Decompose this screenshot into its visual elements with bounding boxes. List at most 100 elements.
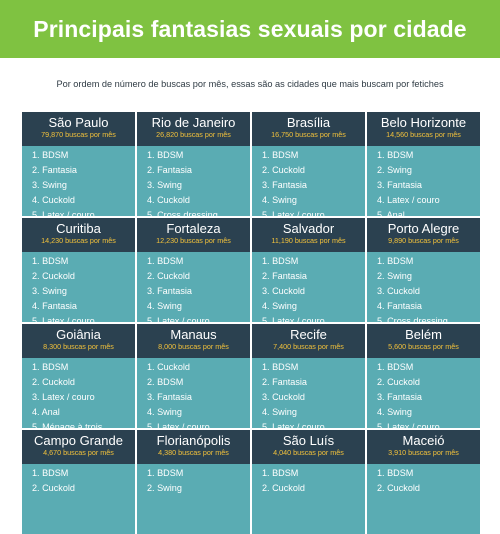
- city-name: Goiânia: [56, 327, 101, 342]
- city-card: São Luís 4,040 buscas por mês 1. BDSM 2. Cu…: [252, 430, 365, 534]
- city-name: Campo Grande: [34, 433, 123, 448]
- list-item: 4. Fantasia: [377, 300, 422, 311]
- city-card: Salvador 11,190 buscas por mês 1. BDSM 2. F…: [252, 218, 365, 326]
- search-count: 7,400 buscas por mês: [273, 342, 344, 351]
- fetish-list: 1. BDSM 2. Cuckold 3. Fantasia 4. Swing 5. L…: [377, 360, 480, 435]
- fetish-list-panel: 1. BDSM 2. Fantasia 3. Swing 4. Cuckold 5. L…: [22, 146, 135, 220]
- city-card: Campo Grande 4,670 buscas por mês 1. BDSM 2…: [22, 430, 135, 534]
- list-item: 5. Latex / couro: [32, 209, 95, 220]
- city-name: Brasília: [286, 115, 331, 130]
- fetish-list: 1. BDSM 2. Cuckold 3. Fantasia 4. Swing 5. L…: [262, 148, 365, 223]
- list-item: 3. Fantasia: [377, 179, 422, 190]
- list-item: 4. Swing: [147, 406, 182, 417]
- fetish-list: 1. Cuckold 2. BDSM 3. Fantasia 4. Swing 5. L…: [147, 360, 250, 435]
- list-item: 4. Swing: [147, 300, 182, 311]
- fetish-list: 1. BDSM 2. Cuckold 3. Latex / couro 4. Anal…: [32, 360, 135, 435]
- list-item: 3. Fantasia: [377, 391, 422, 402]
- search-count: 8,300 buscas por mês: [43, 342, 114, 351]
- fetish-list-panel: 1. BDSM 2. Swing 3. Fantasia 4. Latex / cou…: [367, 146, 480, 220]
- fetish-list: 1. BDSM 2. Fantasia 3. Cuckold 4. Swing 5. L…: [262, 254, 365, 329]
- fetish-list-panel: 1. BDSM 2. Swing 3. Cuckold 4. Fantasia 5. C…: [367, 252, 480, 326]
- search-count: 14,230 buscas por mês: [41, 236, 116, 245]
- fetish-list-panel: 1. BDSM 2. Cuckold 3. Fantasia 4. Swing 5. L…: [137, 252, 250, 326]
- list-item: 5. Anal: [377, 209, 405, 220]
- city-name: Belo Horizonte: [380, 115, 467, 130]
- list-item: 1. BDSM: [262, 468, 299, 478]
- fetish-list: 1. BDSM 2. Cuckold 3. Swing 4. Fantasia 5. L…: [32, 254, 135, 329]
- city-card: Goiânia 8,300 buscas por mês 1. BDSM 2. Cuc…: [22, 324, 135, 432]
- city-name: Curitiba: [56, 221, 101, 236]
- city-card-header: Porto Alegre 9,890 buscas por mês: [367, 218, 480, 252]
- fetish-list-panel: 1. BDSM 2. Swing: [137, 464, 250, 534]
- list-item: 3. Cuckold: [377, 285, 420, 296]
- list-item: 2. Fantasia: [147, 164, 192, 175]
- fetish-list: 1. BDSM 2. Cuckold: [32, 466, 135, 496]
- city-card-header: Recife 7,400 buscas por mês: [252, 324, 365, 358]
- city-card: Recife 7,400 buscas por mês 1. BDSM 2. Fant…: [252, 324, 365, 432]
- fetish-list: 1. BDSM 2. Swing 3. Cuckold 4. Fantasia 5. C…: [377, 254, 480, 329]
- search-count: 79,870 buscas por mês: [41, 130, 116, 139]
- list-item: 4. Anal: [32, 406, 60, 417]
- list-item: 2. BDSM: [147, 376, 184, 387]
- list-item: 2. Cuckold: [32, 482, 75, 493]
- list-item: 3. Latex / couro: [32, 391, 95, 402]
- city-card-header: Goiânia 8,300 buscas por mês: [22, 324, 135, 358]
- page-title: Principais fantasias sexuais por cidade: [33, 15, 467, 42]
- city-card-header: Florianópolis 4,380 buscas por mês: [137, 430, 250, 464]
- list-item: 2. Cuckold: [32, 270, 75, 281]
- fetish-list: 1. BDSM 2. Fantasia 3. Swing 4. Cuckold 5. L…: [32, 148, 135, 223]
- fetish-list: 1. BDSM 2. Swing: [147, 466, 250, 496]
- fetish-list-panel: 1. BDSM 2. Cuckold 3. Fantasia 4. Swing 5. L…: [252, 146, 365, 220]
- fetish-list: 1. BDSM 2. Cuckold: [377, 466, 480, 496]
- city-name: Rio de Janeiro: [151, 115, 236, 130]
- list-item: 4. Latex / couro: [377, 194, 440, 205]
- list-item: 1. BDSM: [377, 256, 414, 266]
- fetish-list-panel: 1. BDSM 2. Fantasia 3. Swing 4. Cuckold 5. C…: [137, 146, 250, 220]
- list-item: 1. Cuckold: [147, 362, 190, 372]
- fetish-list-panel: 1. BDSM 2. Fantasia 3. Cuckold 4. Swing 5. L…: [252, 358, 365, 432]
- list-item: 5. Latex / couro: [262, 421, 325, 432]
- list-item: 1. BDSM: [262, 256, 299, 266]
- city-name: Maceió: [402, 433, 445, 448]
- list-item: 1. BDSM: [377, 468, 414, 478]
- list-item: 2. Fantasia: [262, 270, 307, 281]
- list-item: 1. BDSM: [377, 362, 414, 372]
- list-item: 2. Cuckold: [262, 482, 305, 493]
- list-item: 3. Swing: [147, 179, 182, 190]
- city-name: São Luís: [282, 433, 335, 448]
- city-card-header: Brasília 16,750 buscas por mês: [252, 112, 365, 146]
- city-card-header: Manaus 8,000 buscas por mês: [137, 324, 250, 358]
- city-card: Belém 5,600 buscas por mês 1. BDSM 2. Cucko…: [367, 324, 480, 432]
- list-item: 1. BDSM: [32, 256, 69, 266]
- search-count: 4,670 buscas por mês: [43, 448, 114, 457]
- list-item: 2. Swing: [377, 164, 412, 175]
- list-item: 5. Ménage à trois: [32, 421, 103, 432]
- list-item: 3. Swing: [32, 179, 67, 190]
- list-item: 2. Fantasia: [262, 376, 307, 387]
- city-grid: São Paulo 79,870 buscas por mês 1. BDSM 2. …: [22, 112, 480, 534]
- list-item: 1. BDSM: [147, 468, 184, 478]
- city-card: Porto Alegre 9,890 buscas por mês 1. BDSM 2…: [367, 218, 480, 326]
- list-item: 1. BDSM: [32, 468, 69, 478]
- list-item: 4. Swing: [262, 406, 297, 417]
- city-card-header: Maceió 3,910 buscas por mês: [367, 430, 480, 464]
- city-card: Fortaleza 12,230 buscas por mês 1. BDSM 2. …: [137, 218, 250, 326]
- city-card-header: Belém 5,600 buscas por mês: [367, 324, 480, 358]
- city-card: Manaus 8,000 buscas por mês 1. Cuckold 2. B…: [137, 324, 250, 432]
- city-card-header: São Paulo 79,870 buscas por mês: [22, 112, 135, 146]
- list-item: 1. BDSM: [262, 150, 299, 160]
- list-item: 5. Cross dressing: [147, 209, 218, 220]
- list-item: 5. Latex / couro: [147, 421, 210, 432]
- city-card-header: Fortaleza 12,230 buscas por mês: [137, 218, 250, 252]
- search-count: 12,230 buscas por mês: [156, 236, 231, 245]
- list-item: 4. Swing: [262, 194, 297, 205]
- list-item: 3. Cuckold: [262, 391, 305, 402]
- list-item: 3. Fantasia: [262, 179, 307, 190]
- list-item: 1. BDSM: [377, 150, 414, 160]
- page-subtitle: Por ordem de número de buscas por mês, e…: [56, 79, 444, 89]
- list-item: 1. BDSM: [32, 150, 69, 160]
- city-card-header: São Luís 4,040 buscas por mês: [252, 430, 365, 464]
- list-item: 4. Cuckold: [32, 194, 75, 205]
- city-name: Porto Alegre: [387, 221, 460, 236]
- city-name: São Paulo: [48, 115, 109, 130]
